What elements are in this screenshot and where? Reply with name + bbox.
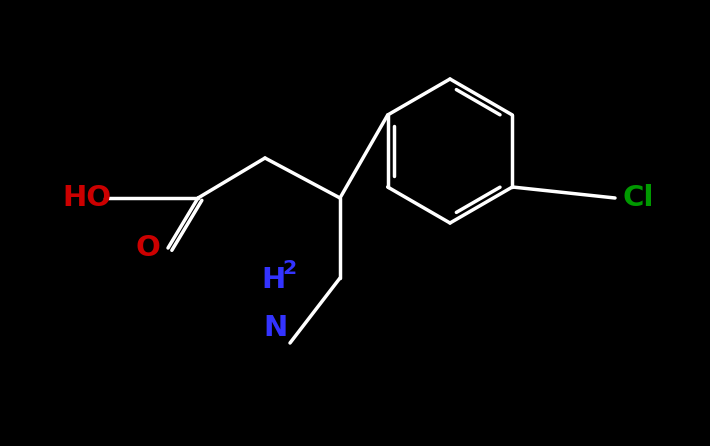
Text: H: H (261, 266, 285, 294)
Text: HO: HO (62, 184, 111, 212)
Text: Cl: Cl (623, 184, 655, 212)
Text: 2: 2 (282, 259, 296, 277)
Text: O: O (136, 234, 160, 262)
Text: N: N (263, 314, 287, 342)
